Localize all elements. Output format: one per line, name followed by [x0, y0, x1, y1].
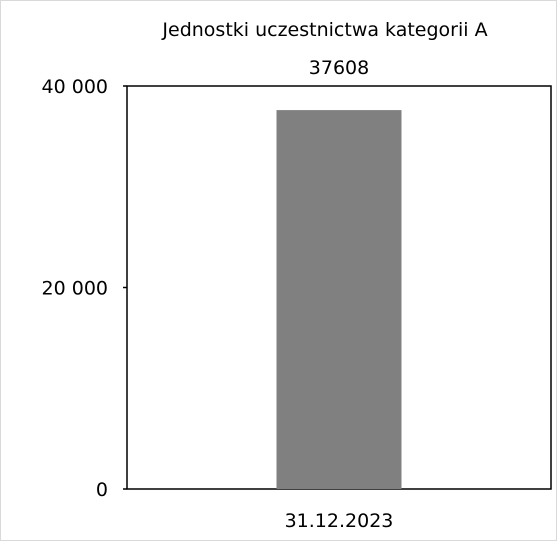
y-tick-label-1: 20 000	[42, 278, 108, 300]
y-tick-label-0: 0	[96, 479, 108, 501]
chart-title: Jednostki uczestnictwa kategorii A	[161, 19, 487, 41]
data-label-0: 37608	[309, 57, 369, 79]
bar-0	[276, 110, 402, 490]
category-label-0: 31.12.2023	[285, 510, 394, 532]
y-tick-label-2: 40 000	[42, 76, 108, 98]
